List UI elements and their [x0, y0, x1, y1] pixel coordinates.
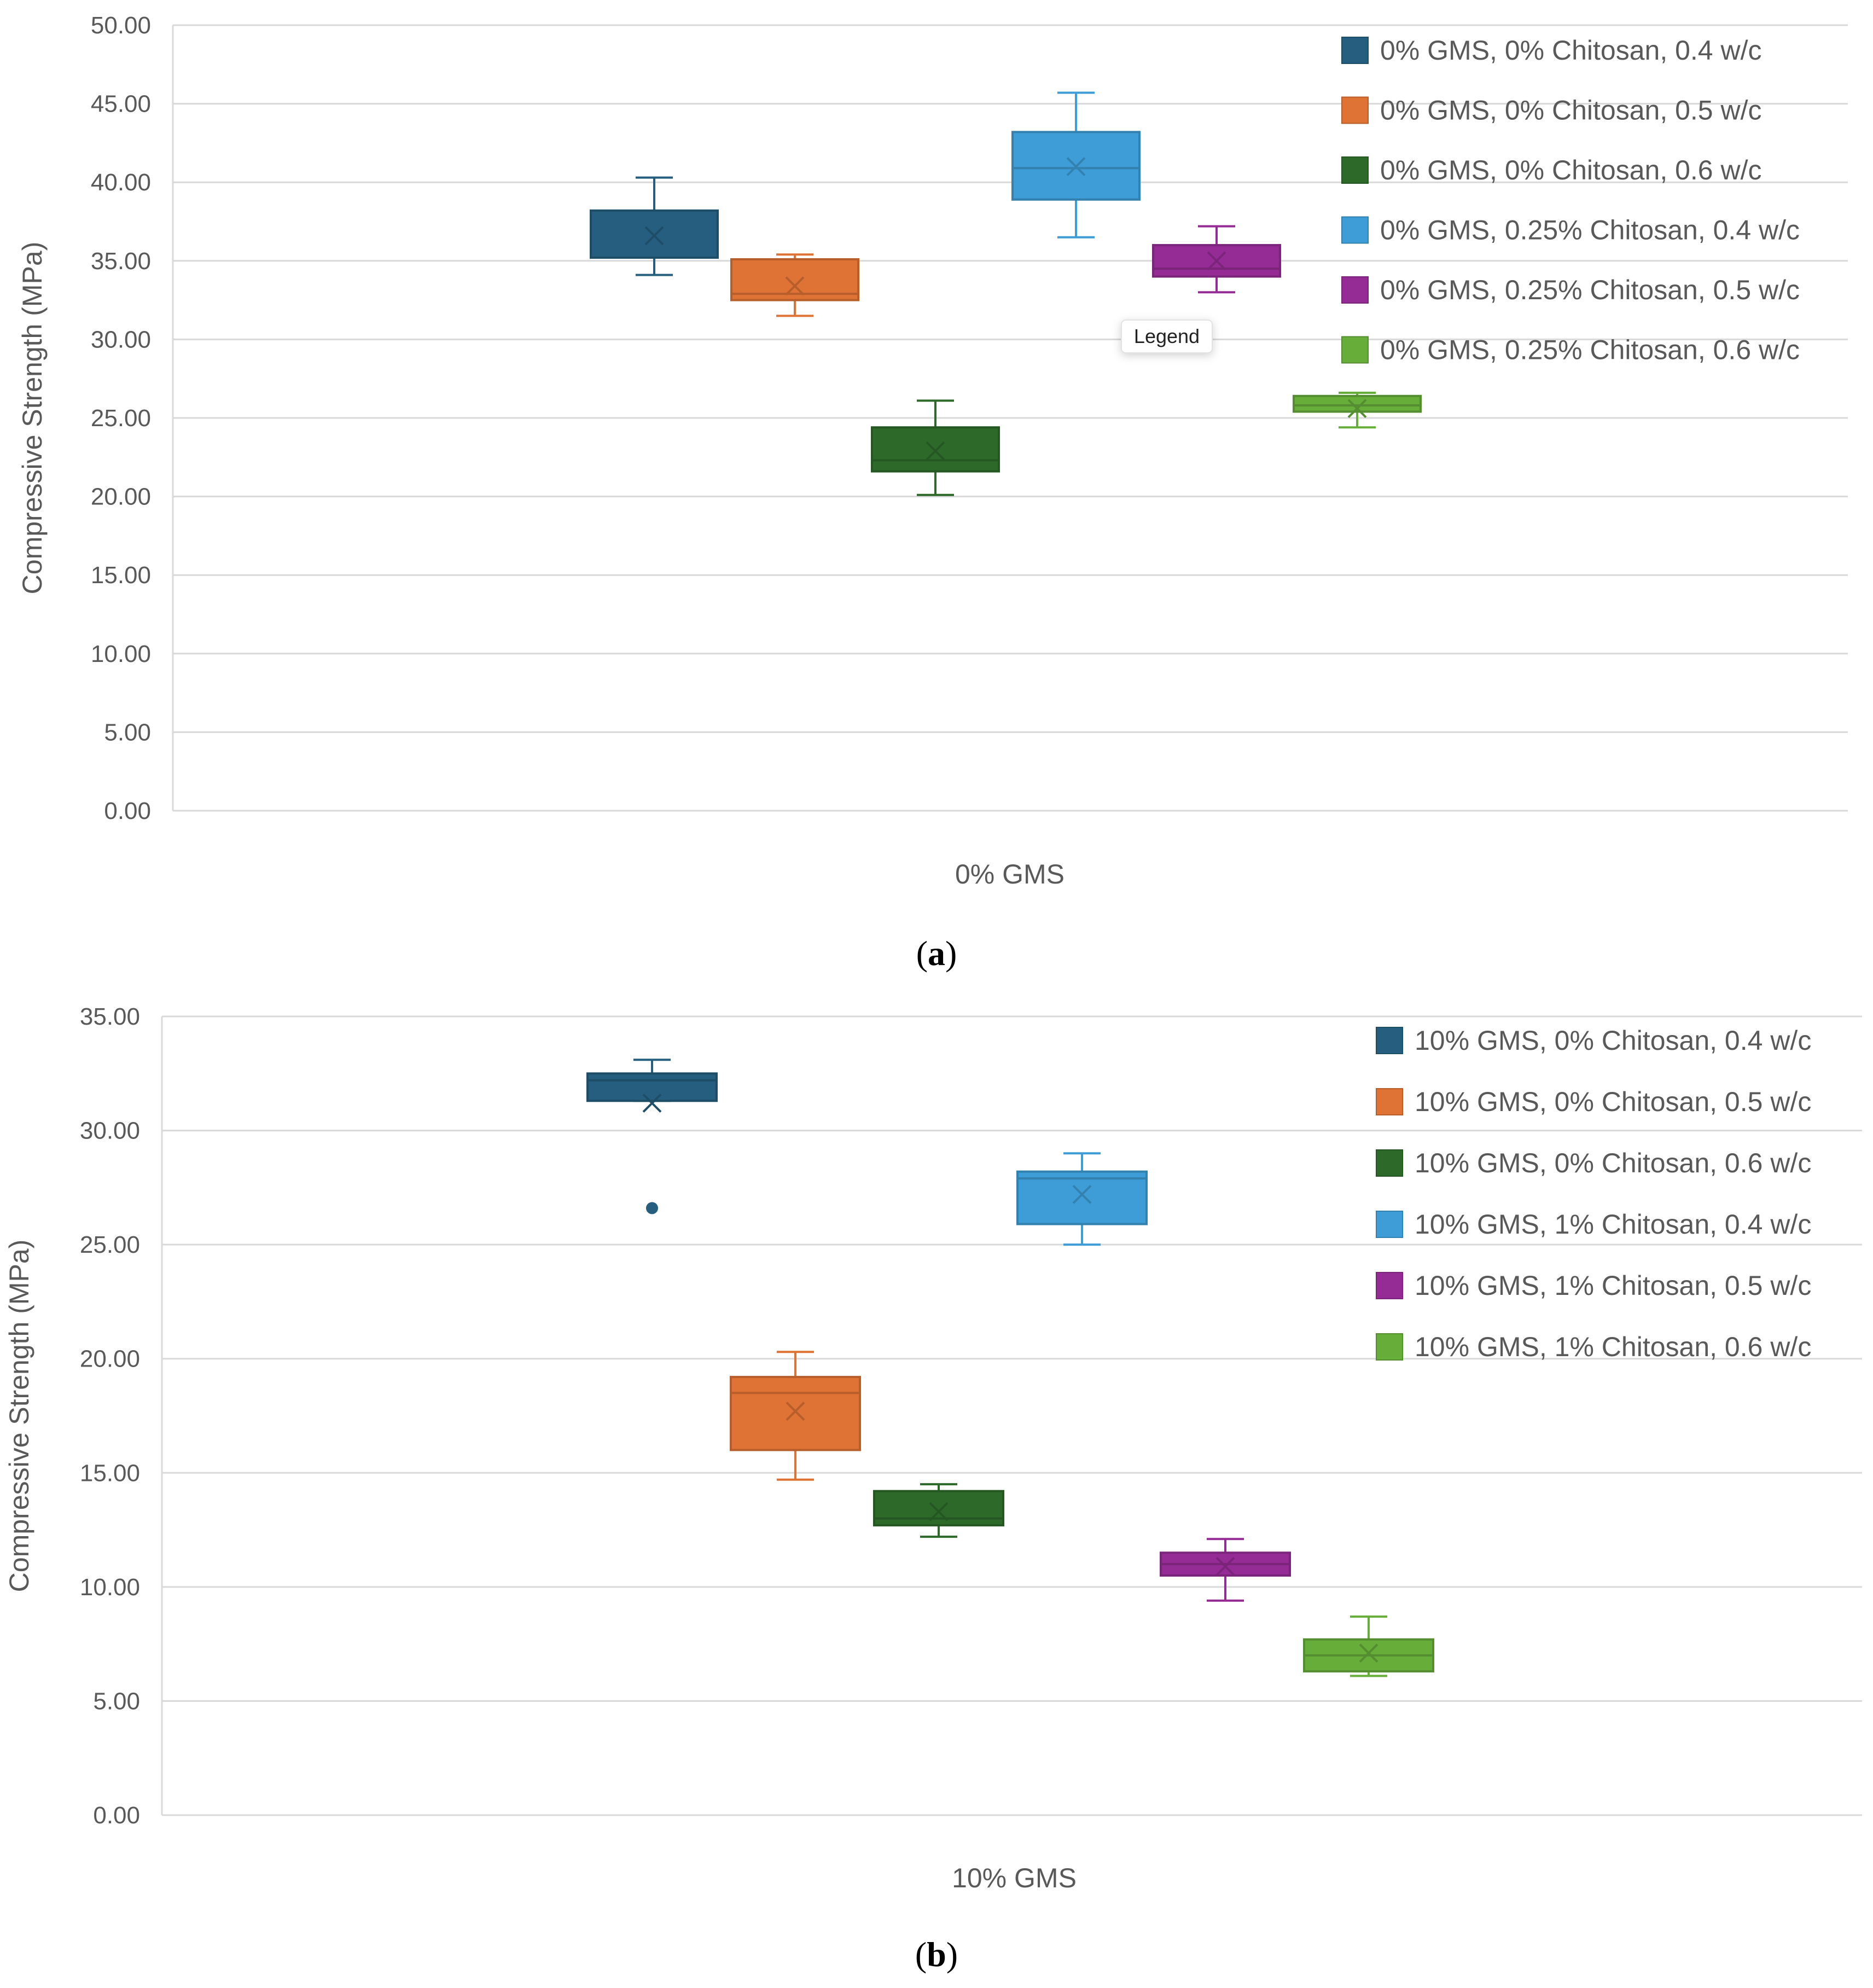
- y-axis-title: Compressive Strength (MPa): [17, 242, 48, 595]
- mean-marker: [1072, 1184, 1092, 1204]
- y-tick-label: 15.00: [91, 562, 151, 589]
- legend-label: 10% GMS, 0% Chitosan, 0.5 w/c: [1415, 1086, 1811, 1117]
- x-category-label: 0% GMS: [955, 859, 1065, 890]
- legend-label: 10% GMS, 1% Chitosan, 0.5 w/c: [1415, 1270, 1811, 1301]
- legend-swatch: [1376, 1027, 1403, 1054]
- mean-marker: [929, 1502, 949, 1521]
- mean-marker: [644, 226, 664, 246]
- caption-paren: (: [915, 1935, 927, 1974]
- mean-marker: [786, 1402, 805, 1421]
- y-tick-label: 30.00: [91, 326, 151, 353]
- box-series-4: [1011, 91, 1141, 239]
- legend-label: 0% GMS, 0.25% Chitosan, 0.6 w/c: [1380, 335, 1800, 365]
- y-tick-label: 5.00: [93, 1688, 140, 1714]
- mean-marker: [1347, 399, 1367, 418]
- y-tick-label: 25.00: [91, 405, 151, 432]
- box-iqr: [730, 1376, 861, 1451]
- legend-swatch: [1341, 156, 1369, 184]
- legend-swatch: [1376, 1149, 1403, 1177]
- y-tick-label: 20.00: [80, 1346, 140, 1373]
- y-tick-label: 25.00: [80, 1231, 140, 1258]
- y-tick-label: 0.00: [104, 798, 151, 824]
- legend-swatch: [1376, 1333, 1403, 1361]
- y-tick-label: 0.00: [93, 1802, 140, 1829]
- y-tick-label: 10.00: [80, 1574, 140, 1601]
- mean-marker: [1066, 157, 1086, 176]
- chart-a-svg: 0.00 5.00 10.00 15.00 20.00 25.00 30.00 35.00 40…: [17, 12, 1848, 973]
- box-series-6: [1293, 392, 1422, 429]
- y-tick-label: 35.00: [80, 1003, 140, 1030]
- chart-b: 0.00 5.00 10.00 15.00 20.00 25.00 30.00 35.00 Co…: [0, 990, 1873, 1988]
- box-series-4: [1016, 1152, 1148, 1246]
- legend-label: 0% GMS, 0% Chitosan, 0.6 w/c: [1380, 155, 1762, 185]
- box-series-1: [590, 176, 719, 276]
- legend-label: 0% GMS, 0.25% Chitosan, 0.5 w/c: [1380, 275, 1800, 305]
- outlier-point: [646, 1202, 658, 1214]
- legend-label: 10% GMS, 0% Chitosan, 0.6 w/c: [1415, 1148, 1811, 1178]
- legend-tooltip: Legend: [1121, 319, 1213, 353]
- legend-swatch: [1341, 96, 1369, 124]
- mean-marker: [1359, 1643, 1378, 1663]
- box-iqr: [586, 1072, 718, 1102]
- mean-marker: [642, 1094, 662, 1113]
- box-series-3: [871, 399, 1000, 496]
- legend-swatch: [1341, 276, 1369, 304]
- caption-letter: a: [928, 934, 945, 973]
- box-series-3: [873, 1483, 1004, 1538]
- y-axis-title: Compressive Strength (MPa): [4, 1240, 34, 1592]
- y-tick-label: 45.00: [91, 91, 151, 118]
- box-iqr: [871, 426, 1000, 473]
- box-series-2: [730, 253, 859, 317]
- y-tick-label: 35.00: [91, 248, 151, 275]
- box-iqr: [1152, 244, 1281, 278]
- y-tick-label: 10.00: [91, 641, 151, 667]
- legend-swatch: [1341, 216, 1369, 244]
- legend-label: 10% GMS, 1% Chitosan, 0.4 w/c: [1415, 1209, 1811, 1240]
- chart-b-svg: 0.00 5.00 10.00 15.00 20.00 25.00 30.00 35.00 Co…: [4, 1003, 1862, 1974]
- tooltip-text: Legend: [1134, 325, 1200, 347]
- caption-paren: ): [946, 1935, 958, 1974]
- box-series-6: [1303, 1615, 1434, 1677]
- y-tick-label: 40.00: [91, 169, 151, 196]
- legend-label: 10% GMS, 1% Chitosan, 0.6 w/c: [1415, 1332, 1811, 1362]
- legend-swatch: [1376, 1272, 1403, 1299]
- y-tick-label: 15.00: [80, 1460, 140, 1486]
- caption-paren: ): [945, 934, 957, 973]
- chart-a: 0.00 5.00 10.00 15.00 20.00 25.00 30.00 35.00 40…: [0, 0, 1873, 985]
- box-iqr: [873, 1490, 1004, 1527]
- tooltip-box: [1121, 319, 1213, 353]
- y-tick-label: 20.00: [91, 484, 151, 510]
- mean-marker: [785, 276, 805, 296]
- y-tick-label: 50.00: [91, 12, 151, 39]
- caption-letter: b: [927, 1935, 946, 1974]
- legend-label: 0% GMS, 0% Chitosan, 0.5 w/c: [1380, 95, 1762, 126]
- box-series-5: [1152, 225, 1281, 294]
- y-tick-label: 5.00: [104, 719, 151, 746]
- figure-caption: (a): [916, 934, 957, 973]
- mean-marker: [926, 441, 945, 461]
- y-tick-label: 30.00: [80, 1118, 140, 1144]
- box-series-5: [1160, 1538, 1291, 1602]
- x-category-label: 10% GMS: [952, 1863, 1077, 1893]
- legend-label: 0% GMS, 0.25% Chitosan, 0.4 w/c: [1380, 215, 1800, 246]
- mean-marker: [1207, 251, 1226, 271]
- box-series-1: [586, 1059, 718, 1214]
- figure-caption: (b): [915, 1935, 958, 1974]
- legend-label: 0% GMS, 0% Chitosan, 0.4 w/c: [1380, 35, 1762, 66]
- legend-swatch: [1376, 1088, 1403, 1115]
- box-iqr: [590, 209, 719, 259]
- mean-marker: [1215, 1556, 1235, 1576]
- box-iqr: [1016, 1170, 1148, 1225]
- legend-swatch: [1341, 336, 1369, 364]
- legend-swatch: [1376, 1211, 1403, 1238]
- legend-swatch: [1341, 37, 1369, 64]
- caption-paren: (: [916, 934, 928, 973]
- box-series-2: [730, 1351, 861, 1481]
- legend-label: 10% GMS, 0% Chitosan, 0.4 w/c: [1415, 1025, 1811, 1056]
